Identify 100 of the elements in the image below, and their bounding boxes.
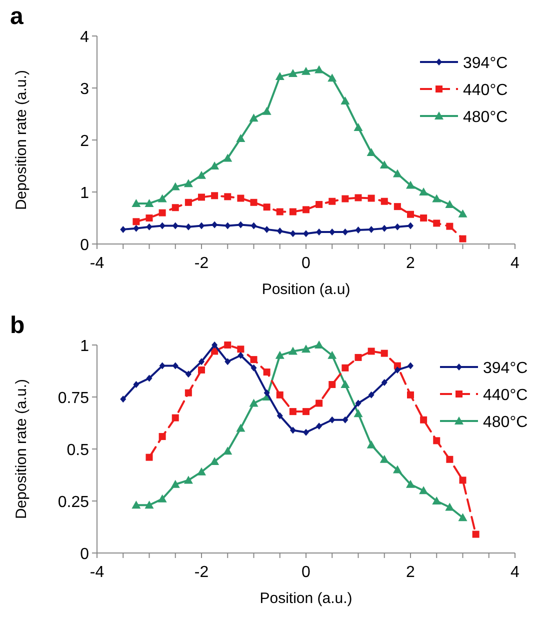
point [146,374,152,382]
point [328,381,336,388]
point [355,400,362,407]
point [406,180,415,189]
point [354,409,363,418]
point [158,194,167,202]
point [380,454,389,463]
point [249,114,258,122]
point [368,348,375,355]
y-axis-title: Deposition rate (a.u.) [13,70,30,210]
point [197,170,206,179]
y-tick-label: 1 [80,338,90,355]
x-tick-label: 0 [302,255,311,272]
point [210,456,220,465]
point [276,208,284,216]
point [342,195,349,202]
point [458,209,468,218]
point [144,198,154,207]
point [184,476,193,484]
point [432,496,442,504]
point [211,192,218,200]
point [302,408,310,416]
point [329,416,336,424]
chart-title: a [10,3,24,30]
point [120,226,126,233]
point [237,194,244,202]
point [250,356,258,364]
point [302,66,310,75]
point [433,220,440,227]
y-tick-label: 3 [80,81,90,98]
point [342,228,348,236]
y-tick-label: 0 [80,237,90,254]
legend-label: 480°C [483,414,528,431]
point [275,350,284,359]
point [458,513,468,522]
x-tick-label: -2 [194,255,209,272]
legend-label: 440°C [463,82,508,99]
point [133,381,140,388]
point [198,222,204,230]
point [394,223,400,230]
y-tick-label: 4 [80,29,90,46]
point [159,222,166,230]
point [407,391,414,398]
point [408,222,414,230]
legend-label: 480°C [463,109,508,126]
point [263,204,270,211]
point [250,364,257,372]
point [407,210,414,218]
y-tick-label: 2 [80,133,90,150]
point [329,228,336,236]
point [316,200,323,208]
point [146,214,153,222]
point [236,424,246,432]
point [223,154,232,162]
point [172,204,179,212]
point [198,194,205,201]
point [459,476,466,484]
legend-label: 440°C [483,387,528,404]
point [394,203,401,210]
point [340,380,350,388]
point [146,454,153,461]
point [198,358,204,366]
point [212,342,218,348]
point [314,340,324,348]
x-tick-label: 2 [406,564,416,581]
point [275,72,284,80]
point [158,433,166,440]
point [276,412,283,420]
point [158,209,166,216]
point [249,398,258,407]
point [172,362,178,370]
point [368,194,375,202]
legend-label: 394°C [483,360,528,377]
point [132,198,141,207]
point [328,74,337,82]
point [340,96,350,104]
point [146,223,152,230]
point [198,366,205,374]
point [354,354,362,361]
point [380,350,388,357]
point [380,160,389,168]
point [342,364,349,372]
point [445,502,454,511]
point [184,389,192,396]
point [185,370,192,378]
point [420,214,428,222]
point [289,408,296,416]
point [237,346,244,353]
point [144,500,154,509]
point [276,228,283,234]
point [184,179,193,188]
point [459,235,466,242]
point [224,342,232,348]
x-axis-title: Position (a.u) [262,281,350,298]
y-tick-label: 0.25 [58,494,90,511]
point [250,198,258,206]
point [303,428,309,436]
point [236,134,246,142]
point [302,206,310,214]
point [262,106,272,115]
